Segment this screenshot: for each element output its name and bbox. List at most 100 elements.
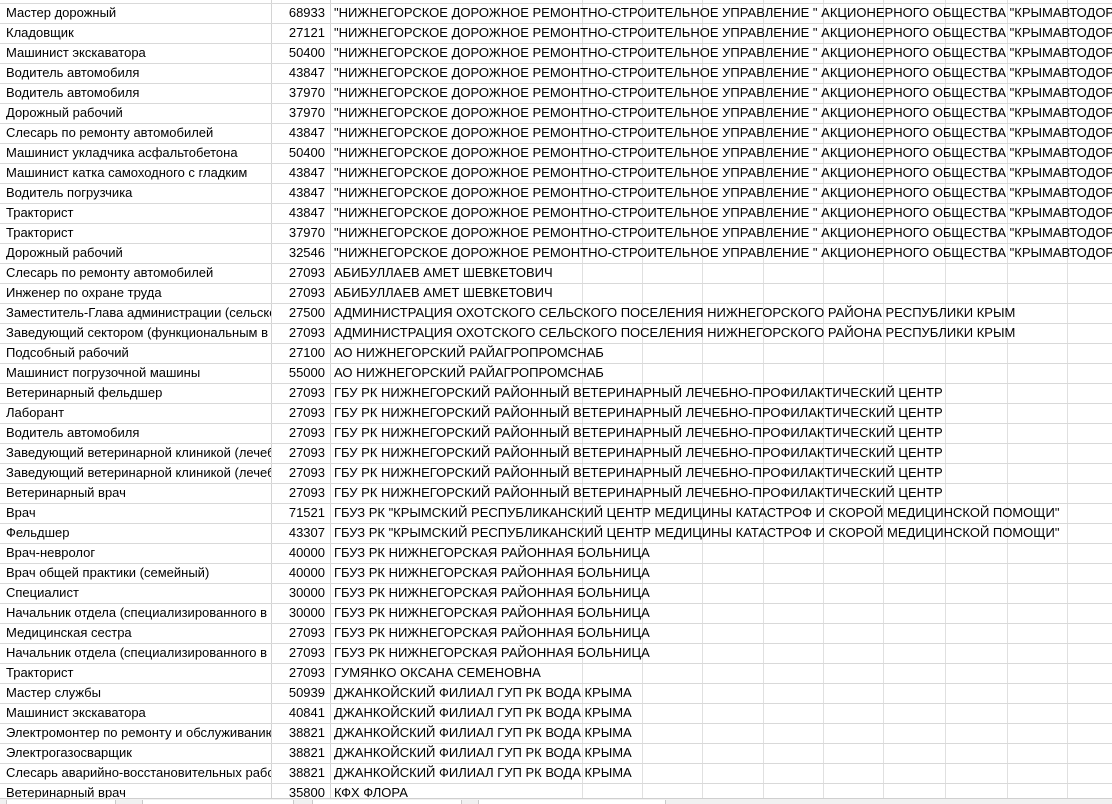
table-row[interactable]: Начальник отдела (специализированного в …: [0, 643, 1112, 663]
cell-salary[interactable]: 43847: [288, 165, 325, 180]
table-row[interactable]: Тракторист 37970 "НИЖНЕГОРСКОЕ ДОРОЖНОЕ РЕ…: [0, 223, 1112, 243]
cell-organization[interactable]: АДМИНИСТРАЦИЯ ОХОТСКОГО СЕЛЬСКОГО ПОСЕЛЕ…: [334, 305, 1016, 320]
cell-salary[interactable]: 35800: [288, 785, 325, 800]
table-row[interactable]: Кладовщик 27121 "НИЖНЕГОРСКОЕ ДОРОЖНОЕ РЕМ…: [0, 23, 1112, 43]
cell-salary[interactable]: 27093: [288, 645, 325, 660]
table-row[interactable]: Дорожный рабочий 37970 "НИЖНЕГОРСКОЕ ДОРОЖ…: [0, 103, 1112, 123]
table-row[interactable]: Водитель автомобиля 43847 "НИЖНЕГОРСКОЕ ДО…: [0, 63, 1112, 83]
cell-salary[interactable]: 43847: [288, 125, 325, 140]
cell-salary[interactable]: 27093: [288, 265, 325, 280]
cell-salary[interactable]: 71521: [288, 505, 325, 520]
cell-job-title[interactable]: Тракторист: [6, 205, 74, 220]
cell-organization[interactable]: ДЖАНКОЙСКИЙ ФИЛИАЛ ГУП РК ВОДА КРЫМА: [334, 705, 632, 720]
table-row[interactable]: Фельдшер 43307 ГБУЗ РК "КРЫМСКИЙ РЕСПУБЛИК…: [0, 523, 1112, 543]
cell-job-title[interactable]: Машинист укладчика асфальтобетона: [6, 145, 238, 160]
cell-salary[interactable]: 43847: [288, 65, 325, 80]
cell-salary[interactable]: 27100: [288, 345, 325, 360]
cell-job-title[interactable]: Ветеринарный врач: [6, 485, 126, 500]
cell-organization[interactable]: ДЖАНКОЙСКИЙ ФИЛИАЛ ГУП РК ВОДА КРЫМА: [334, 725, 632, 740]
cell-job-title[interactable]: Врач: [6, 505, 36, 520]
cell-organization[interactable]: АО НИЖНЕГОРСКИЙ РАЙАГРОПРОМСНАБ: [334, 365, 604, 380]
cell-job-title[interactable]: Врач общей практики (семейный): [6, 565, 210, 580]
cell-organization[interactable]: ГБУЗ РК НИЖНЕГОРСКАЯ РАЙОННАЯ БОЛЬНИЦА: [334, 545, 650, 560]
cell-job-title[interactable]: Подсобный рабочий: [6, 345, 129, 360]
table-row[interactable]: Медицинская сестра 27093 ГБУЗ РК НИЖНЕГОРС…: [0, 623, 1112, 643]
cell-job-title[interactable]: Тракторист: [6, 665, 74, 680]
cell-job-title[interactable]: Врач-невролог: [6, 545, 96, 560]
cell-job-title[interactable]: Машинист погрузочной машины: [6, 365, 201, 380]
cell-job-title[interactable]: Водитель автомобиля: [6, 65, 140, 80]
cell-organization[interactable]: ГБУ РК НИЖНЕГОРСКИЙ РАЙОННЫЙ ВЕТЕРИНАРНЫ…: [334, 445, 943, 460]
cell-salary[interactable]: 27121: [288, 25, 325, 40]
cell-organization[interactable]: "НИЖНЕГОРСКОЕ ДОРОЖНОЕ РЕМОНТНО-СТРОИТЕЛ…: [334, 245, 1112, 260]
cell-job-title[interactable]: Заведующий ветеринарной клиникой (лечебн…: [6, 465, 271, 480]
cell-job-title[interactable]: Заместитель-Глава администрации (сельско…: [6, 305, 271, 320]
cell-organization[interactable]: "НИЖНЕГОРСКОЕ ДОРОЖНОЕ РЕМОНТНО-СТРОИТЕЛ…: [334, 65, 1112, 80]
table-row[interactable]: Мастер службы 50939 ДЖАНКОЙСКИЙ ФИЛИАЛ ГУП…: [0, 683, 1112, 703]
cell-organization[interactable]: КФХ ФЛОРА: [334, 785, 408, 800]
cell-organization[interactable]: ГБУЗ РК НИЖНЕГОРСКАЯ РАЙОННАЯ БОЛЬНИЦА: [334, 585, 650, 600]
cell-organization[interactable]: ГБУЗ РК НИЖНЕГОРСКАЯ РАЙОННАЯ БОЛЬНИЦА: [334, 645, 650, 660]
cell-job-title[interactable]: Водитель погрузчика: [6, 185, 133, 200]
cell-organization[interactable]: "НИЖНЕГОРСКОЕ ДОРОЖНОЕ РЕМОНТНО-СТРОИТЕЛ…: [334, 105, 1112, 120]
cell-organization[interactable]: "НИЖНЕГОРСКОЕ ДОРОЖНОЕ РЕМОНТНО-СТРОИТЕЛ…: [334, 5, 1112, 20]
cell-job-title[interactable]: Слесарь по ремонту автомобилей: [6, 125, 214, 140]
cell-salary[interactable]: 37970: [288, 225, 325, 240]
cell-organization[interactable]: АБИБУЛЛАЕВ АМЕТ ШЕВКЕТОВИЧ: [334, 265, 553, 280]
table-row[interactable]: Электромонтер по ремонту и обслуживанию …: [0, 723, 1112, 743]
cell-job-title[interactable]: Слесарь по ремонту автомобилей: [6, 265, 214, 280]
cell-salary[interactable]: 68933: [288, 5, 325, 20]
cell-salary[interactable]: 27093: [288, 445, 325, 460]
table-row[interactable]: Электрогазосварщик 38821 ДЖАНКОЙСКИЙ ФИЛИА…: [0, 743, 1112, 763]
cell-job-title[interactable]: Электромонтер по ремонту и обслуживанию …: [6, 725, 271, 740]
table-row[interactable]: Начальник отдела (специализированного в …: [0, 603, 1112, 623]
cell-salary[interactable]: 40000: [288, 545, 325, 560]
cell-salary[interactable]: 38821: [288, 725, 325, 740]
table-row[interactable]: Слесарь аварийно-восстановительных работ…: [0, 763, 1112, 783]
cell-salary[interactable]: 50939: [288, 685, 325, 700]
cell-organization[interactable]: "НИЖНЕГОРСКОЕ ДОРОЖНОЕ РЕМОНТНО-СТРОИТЕЛ…: [334, 45, 1112, 60]
cell-salary[interactable]: 50400: [288, 45, 325, 60]
cell-organization[interactable]: "НИЖНЕГОРСКОЕ ДОРОЖНОЕ РЕМОНТНО-СТРОИТЕЛ…: [334, 205, 1112, 220]
cell-salary[interactable]: 27093: [288, 405, 325, 420]
cell-salary[interactable]: 27093: [288, 485, 325, 500]
cell-salary[interactable]: 27093: [288, 385, 325, 400]
cell-salary[interactable]: 43847: [288, 185, 325, 200]
cell-job-title[interactable]: Кладовщик: [6, 25, 74, 40]
cell-salary[interactable]: 30000: [288, 585, 325, 600]
table-row[interactable]: Машинист погрузочной машины 55000 АО НИЖНЕ…: [0, 363, 1112, 383]
cell-job-title[interactable]: Водитель автомобиля: [6, 425, 140, 440]
cell-job-title[interactable]: Начальник отдела (специализированного в …: [6, 645, 271, 660]
cell-salary[interactable]: 38821: [288, 765, 325, 780]
cell-job-title[interactable]: Электрогазосварщик: [6, 745, 132, 760]
cell-job-title[interactable]: Машинист катка самоходного с гладким: [6, 165, 248, 180]
table-row[interactable]: Слесарь по ремонту автомобилей 43847 "НИЖН…: [0, 123, 1112, 143]
cell-salary[interactable]: 27093: [288, 465, 325, 480]
cell-organization[interactable]: "НИЖНЕГОРСКОЕ ДОРОЖНОЕ РЕМОНТНО-СТРОИТЕЛ…: [334, 185, 1112, 200]
cell-salary[interactable]: 27500: [288, 305, 325, 320]
cell-salary[interactable]: 27093: [288, 625, 325, 640]
table-row[interactable]: Заведующий сектором (функциональным в пр…: [0, 323, 1112, 343]
cell-job-title[interactable]: Дорожный рабочий: [6, 245, 123, 260]
cell-organization[interactable]: ГБУЗ РК "КРЫМСКИЙ РЕСПУБЛИКАНСКИЙ ЦЕНТР …: [334, 525, 1060, 540]
table-row[interactable]: Машинист экскаватора 50400 "НИЖНЕГОРСКОЕ Д…: [0, 43, 1112, 63]
cell-organization[interactable]: ДЖАНКОЙСКИЙ ФИЛИАЛ ГУП РК ВОДА КРЫМА: [334, 685, 632, 700]
cell-job-title[interactable]: Заведующий ветеринарной клиникой (лечебн…: [6, 445, 271, 460]
cell-job-title[interactable]: Ветеринарный врач: [6, 785, 126, 800]
cell-job-title[interactable]: Машинист экскаватора: [6, 45, 146, 60]
cell-job-title[interactable]: Ветеринарный фельдшер: [6, 385, 163, 400]
cell-job-title[interactable]: Слесарь аварийно-восстановительных работ: [6, 765, 271, 780]
cell-salary[interactable]: 43307: [288, 525, 325, 540]
cell-organization[interactable]: ДЖАНКОЙСКИЙ ФИЛИАЛ ГУП РК ВОДА КРЫМА: [334, 745, 632, 760]
cell-salary[interactable]: 27093: [288, 665, 325, 680]
cell-organization[interactable]: ГБУ РК НИЖНЕГОРСКИЙ РАЙОННЫЙ ВЕТЕРИНАРНЫ…: [334, 405, 943, 420]
cell-organization[interactable]: ГБУ РК НИЖНЕГОРСКИЙ РАЙОННЫЙ ВЕТЕРИНАРНЫ…: [334, 485, 943, 500]
cell-salary[interactable]: 40841: [288, 705, 325, 720]
table-row[interactable]: Инженер по охране труда 27093 АБИБУЛЛАЕВ А…: [0, 283, 1112, 303]
table-row[interactable]: Машинист укладчика асфальтобетона 50400 "Н…: [0, 143, 1112, 163]
table-row[interactable]: Дорожный рабочий 32546 "НИЖНЕГОРСКОЕ ДОРОЖ…: [0, 243, 1112, 263]
table-row[interactable]: Врач общей практики (семейный) 40000 ГБУЗ …: [0, 563, 1112, 583]
table-row[interactable]: Слесарь по ремонту автомобилей 27093 АБИБУ…: [0, 263, 1112, 283]
cell-organization[interactable]: ГУМЯНКО ОКСАНА СЕМЕНОВНА: [334, 665, 541, 680]
